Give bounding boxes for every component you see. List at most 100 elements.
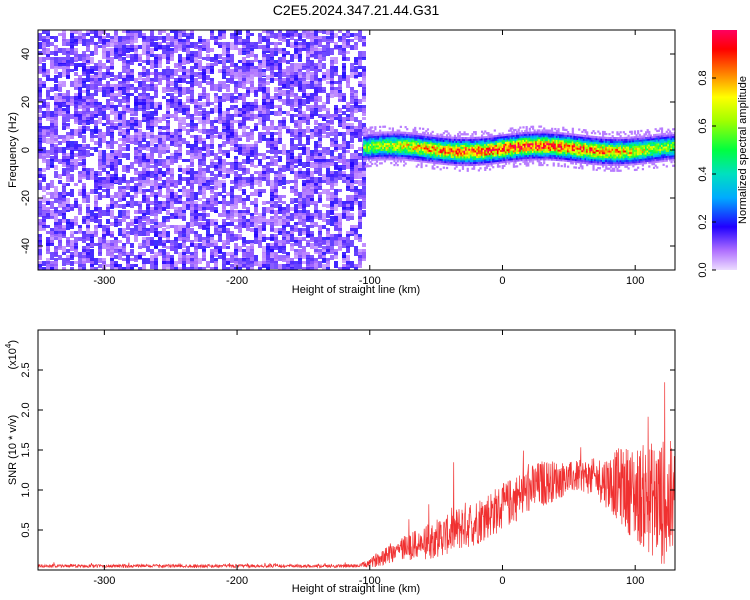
spectrogram-cell [294,144,298,150]
spectrogram-cell [363,134,366,138]
spectrogram-cell [469,150,473,153]
spectrogram-cell [387,158,390,161]
spectrogram-cell [330,69,334,75]
spectrogram-cell [476,152,479,155]
spectrogram-cell [410,134,414,137]
spectrogram-cell [398,141,401,144]
spectrogram-cell [42,153,46,156]
spectrogram-cell [94,120,98,126]
spectrogram-cell [170,30,174,33]
spectrogram-cell [210,69,214,72]
spectrogram-cell [474,161,477,164]
spectrogram-cell [330,234,334,237]
spectrogram-cell [322,264,326,270]
spectrogram-cell [266,174,270,180]
spectrogram-cell [433,146,436,149]
spectrogram-cell [423,150,426,154]
spectrogram-cell [383,142,387,146]
spectrogram-cell [190,51,194,56]
spectrogram-cell [302,93,306,98]
spectrogram-cell [422,133,425,136]
spectrogram-cell [314,177,318,185]
spectrogram-cell [154,60,158,68]
spectrogram-cell [266,63,270,67]
spectrogram-cell [106,57,110,62]
spectrogram-cell [388,144,391,147]
spectrogram-cell [430,161,433,164]
spectrogram-cell [463,161,466,165]
spectrogram-cell [391,146,395,149]
spectrogram-cell [326,93,330,97]
spectrogram-cell [298,78,302,81]
spectrogram-cell [50,144,54,147]
spectrogram-cell [82,129,86,133]
spectrogram-cell [210,153,214,156]
spectrogram-cell [234,108,238,115]
spectrogram-cell [379,141,382,144]
spectrogram-cell [439,133,442,136]
spectrogram-cell [190,198,194,201]
spectrogram-cell [86,120,90,125]
spectrogram-cell [46,159,50,166]
spectrogram-cell [306,66,310,69]
spectrogram-cell [415,159,418,162]
spectrogram-cell [455,156,458,159]
spectrogram-cell [298,261,302,269]
spectrogram-cell [70,99,74,106]
spectrogram-cell [338,75,342,82]
spectrogram-cell [222,69,226,73]
spectrogram-cell [480,161,484,164]
spectrogram-cell [406,137,409,140]
spectrogram-cell [372,158,375,162]
spectrogram-cell [106,39,110,42]
spectrogram-cell [222,150,226,155]
spectrogram-cell [479,148,482,151]
spectrogram-cell [110,48,114,56]
spectrogram-cell [126,60,130,64]
spectrogram-cell [346,204,350,208]
spectrogram-cell [465,133,468,136]
spectrogram-cell [230,267,234,270]
spectrogram-cell [234,147,238,150]
spectrogram-cell [38,132,42,137]
spectrogram-cell [473,148,476,151]
spectrogram-cell [480,157,484,160]
spectrogram-cell [170,174,174,179]
spectrogram-cell [86,42,90,47]
spectrogram-cell [338,240,342,245]
spectrogram-cell [142,174,146,177]
spectrogram-cell [302,150,306,153]
spectrogram-cell [178,216,182,219]
spectrogram-cell [126,192,130,197]
spectrogram-cell [310,99,314,102]
spectrogram-cell [194,171,198,174]
spectrogram-cell [38,93,42,101]
spectrogram-cell [453,152,457,155]
spectrogram-cell [226,228,230,233]
spectrogram-cell [402,147,406,150]
spectrogram-cell [286,210,290,213]
spectrogram-cell [154,102,158,108]
spectrogram-cell [390,135,393,138]
spectrogram-cell [358,138,362,142]
spectrogram-cell [42,81,46,86]
spectrogram-cell [218,147,222,151]
spectrogram-cell [480,134,484,137]
spectrogram-cell [294,228,298,232]
spectrogram-cell [414,157,417,160]
spectrogram-cell [431,138,434,141]
spectrogram-cell [194,267,198,270]
spectrogram-cell [158,177,162,181]
spectrogram-cell [134,36,138,43]
spectrogram-cell [398,158,401,161]
spectrogram-cell [218,231,222,236]
spectrogram-cell [363,136,366,139]
spectrogram-cell [444,157,447,160]
spectrogram-cell [54,51,58,56]
spectrogram-cell [445,147,449,150]
spectrogram-cell [90,147,94,150]
spectrogram-cell [372,141,375,144]
spectrogram-cell [338,246,342,250]
spectrogram-cell [262,36,266,42]
spectrogram-cell [371,153,374,156]
